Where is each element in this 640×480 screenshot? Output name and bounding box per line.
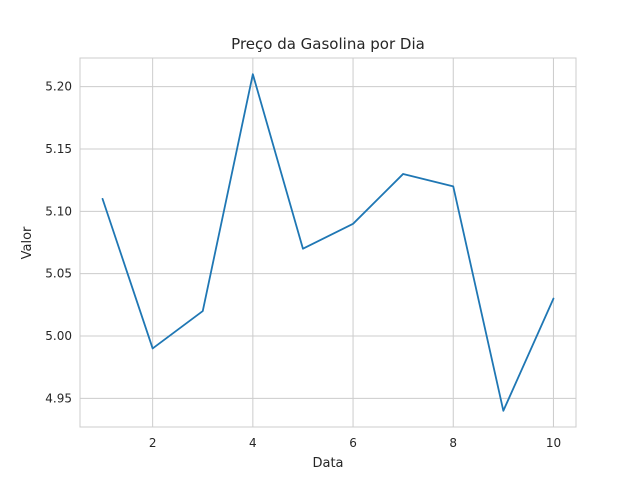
y-tick-label: 5.05 — [45, 267, 72, 281]
chart-title: Preço da Gasolina por Dia — [231, 35, 425, 53]
x-tick-label: 10 — [546, 436, 561, 450]
x-tick-label: 8 — [449, 436, 457, 450]
y-tick-labels: 4.95 5.00 5.05 5.10 5.15 5.20 — [45, 80, 72, 406]
x-tick-labels: 2 4 6 8 10 — [149, 436, 561, 450]
x-gridlines — [152, 58, 554, 427]
x-axis-label: Data — [312, 456, 343, 471]
x-tick-label: 4 — [249, 436, 257, 450]
series-layer — [101, 73, 555, 412]
y-tick-label: 4.95 — [45, 391, 72, 405]
x-tick-label: 6 — [349, 436, 357, 450]
y-tick-label: 5.00 — [45, 329, 72, 343]
series-line — [101, 73, 555, 412]
y-axis-label: Valor — [20, 226, 35, 259]
y-gridlines — [80, 86, 576, 399]
x-tick-label: 2 — [149, 436, 157, 450]
plot-frame — [79, 57, 577, 428]
y-tick-label: 5.10 — [45, 204, 72, 218]
y-tick-label: 5.20 — [45, 80, 72, 94]
y-tick-label: 5.15 — [45, 142, 72, 156]
